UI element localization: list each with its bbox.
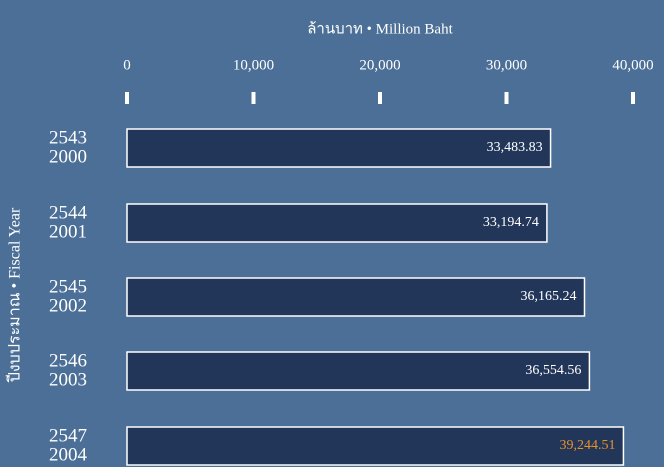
y-tick-label: 2545 <box>49 276 87 297</box>
tick-mark <box>125 92 129 104</box>
y-tick-label: 2000 <box>49 146 87 167</box>
tick-mark <box>378 92 382 104</box>
value-label: 39,244.51 <box>559 438 615 453</box>
x-tick-label: 0 <box>123 57 131 73</box>
y-tick-label: 2004 <box>49 444 88 465</box>
x-tick-label: 40,000 <box>612 57 653 73</box>
value-label: 36,165.24 <box>520 289 576 304</box>
x-tick-label: 10,000 <box>233 57 274 73</box>
tick-mark <box>631 92 635 104</box>
value-label: 33,483.83 <box>487 140 543 155</box>
y-tick-label: 2003 <box>49 369 87 390</box>
bar <box>126 203 548 243</box>
value-label: 36,554.56 <box>525 363 581 378</box>
y-tick-label: 2546 <box>49 350 87 371</box>
x-tick-label: 30,000 <box>486 57 527 73</box>
y-tick-label: 2001 <box>49 221 87 242</box>
y-axis-title: ปีงบประมาณ • Fiscal Year <box>6 207 24 383</box>
x-tick-label: 20,000 <box>359 57 400 73</box>
bar <box>126 128 552 168</box>
x-axis-title: ล้านบาท • Million Baht <box>307 20 453 37</box>
bar <box>126 351 591 391</box>
y-tick-label: 2543 <box>49 127 87 148</box>
bar <box>126 426 625 466</box>
bar <box>126 277 586 317</box>
value-label: 33,194.74 <box>483 215 539 230</box>
tick-mark <box>504 92 509 104</box>
y-tick-label: 2547 <box>49 425 87 446</box>
tick-mark <box>251 92 256 104</box>
y-tick-label: 2544 <box>49 202 88 223</box>
y-tick-label: 2002 <box>49 295 87 316</box>
